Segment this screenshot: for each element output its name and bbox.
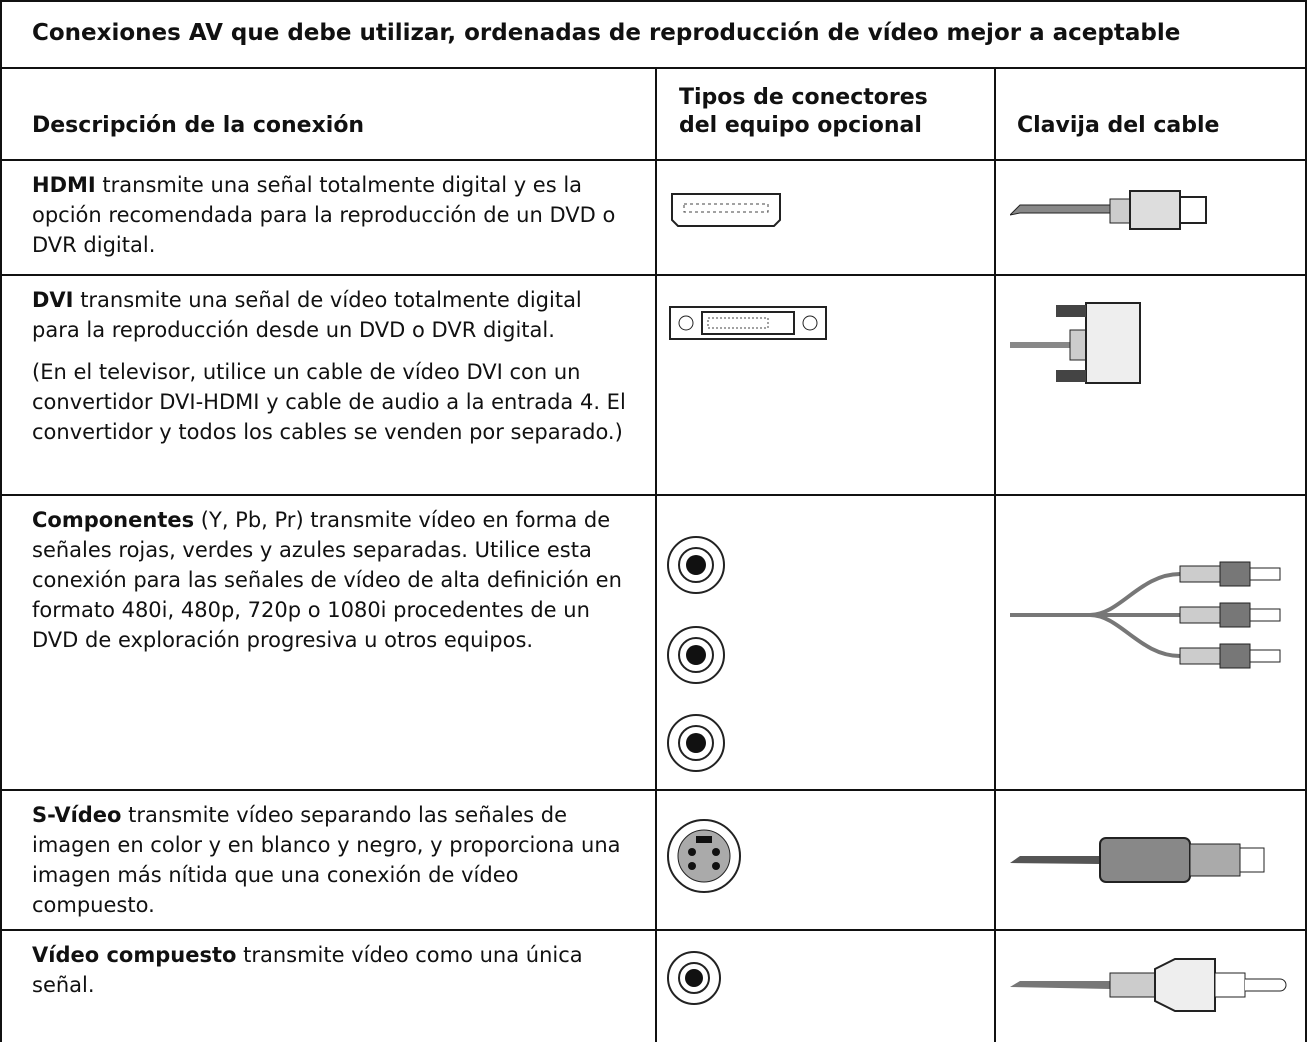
s-video-port — [667, 819, 741, 893]
connection-name: Componentes — [32, 508, 195, 532]
composite-plug — [1010, 958, 1287, 1012]
row-description: HDMI transmite una señal totalmente digi… — [32, 170, 632, 260]
border — [0, 0, 1307, 2]
dvi-port — [669, 306, 827, 340]
border — [1305, 0, 1307, 1042]
component-ports — [667, 536, 725, 772]
hdmi-plug — [1010, 190, 1207, 230]
connection-name: DVI — [32, 288, 74, 312]
s-video-plug — [1010, 837, 1265, 883]
connection-name: S-Vídeo — [32, 803, 122, 827]
column-header: Tipos de conectores del equipo opcional — [679, 85, 928, 138]
connection-text: transmite una señal de vídeo totalmente … — [32, 288, 582, 342]
connection-text: (Y, Pb, Pr) transmite vídeo en forma de … — [32, 508, 622, 652]
column-header: Clavija del cable — [1017, 113, 1220, 138]
border — [655, 67, 657, 1042]
border — [0, 0, 2, 1042]
connection-text: transmite vídeo como una única señal. — [32, 943, 583, 997]
dvi-plug — [1010, 302, 1141, 384]
border — [0, 159, 1307, 161]
connection-text: transmite vídeo separando las señales de… — [32, 803, 621, 917]
border — [0, 274, 1307, 276]
border — [0, 494, 1307, 496]
border — [0, 929, 1307, 931]
component-plugs — [1010, 561, 1281, 669]
connection-note: (En el televisor, utilice un cable de ví… — [32, 360, 626, 444]
connection-name: HDMI — [32, 173, 96, 197]
border — [994, 67, 996, 1042]
row-description: Componentes (Y, Pb, Pr) transmite vídeo … — [32, 505, 632, 655]
column-header: Descripción de la conexión — [32, 113, 365, 138]
border — [0, 67, 1307, 69]
hdmi-port — [671, 193, 781, 227]
row-description: DVI transmite una señal de vídeo totalme… — [32, 285, 632, 447]
connection-name: Vídeo compuesto — [32, 943, 237, 967]
row-description: Vídeo compuesto transmite vídeo como una… — [32, 940, 632, 1000]
row-description: S-Vídeo transmite vídeo separando las se… — [32, 800, 632, 920]
table-title: Conexiones AV que debe utilizar, ordenad… — [32, 20, 1181, 46]
connection-text: transmite una señal totalmente digital y… — [32, 173, 616, 257]
composite-port — [667, 951, 721, 1005]
border — [0, 789, 1307, 791]
